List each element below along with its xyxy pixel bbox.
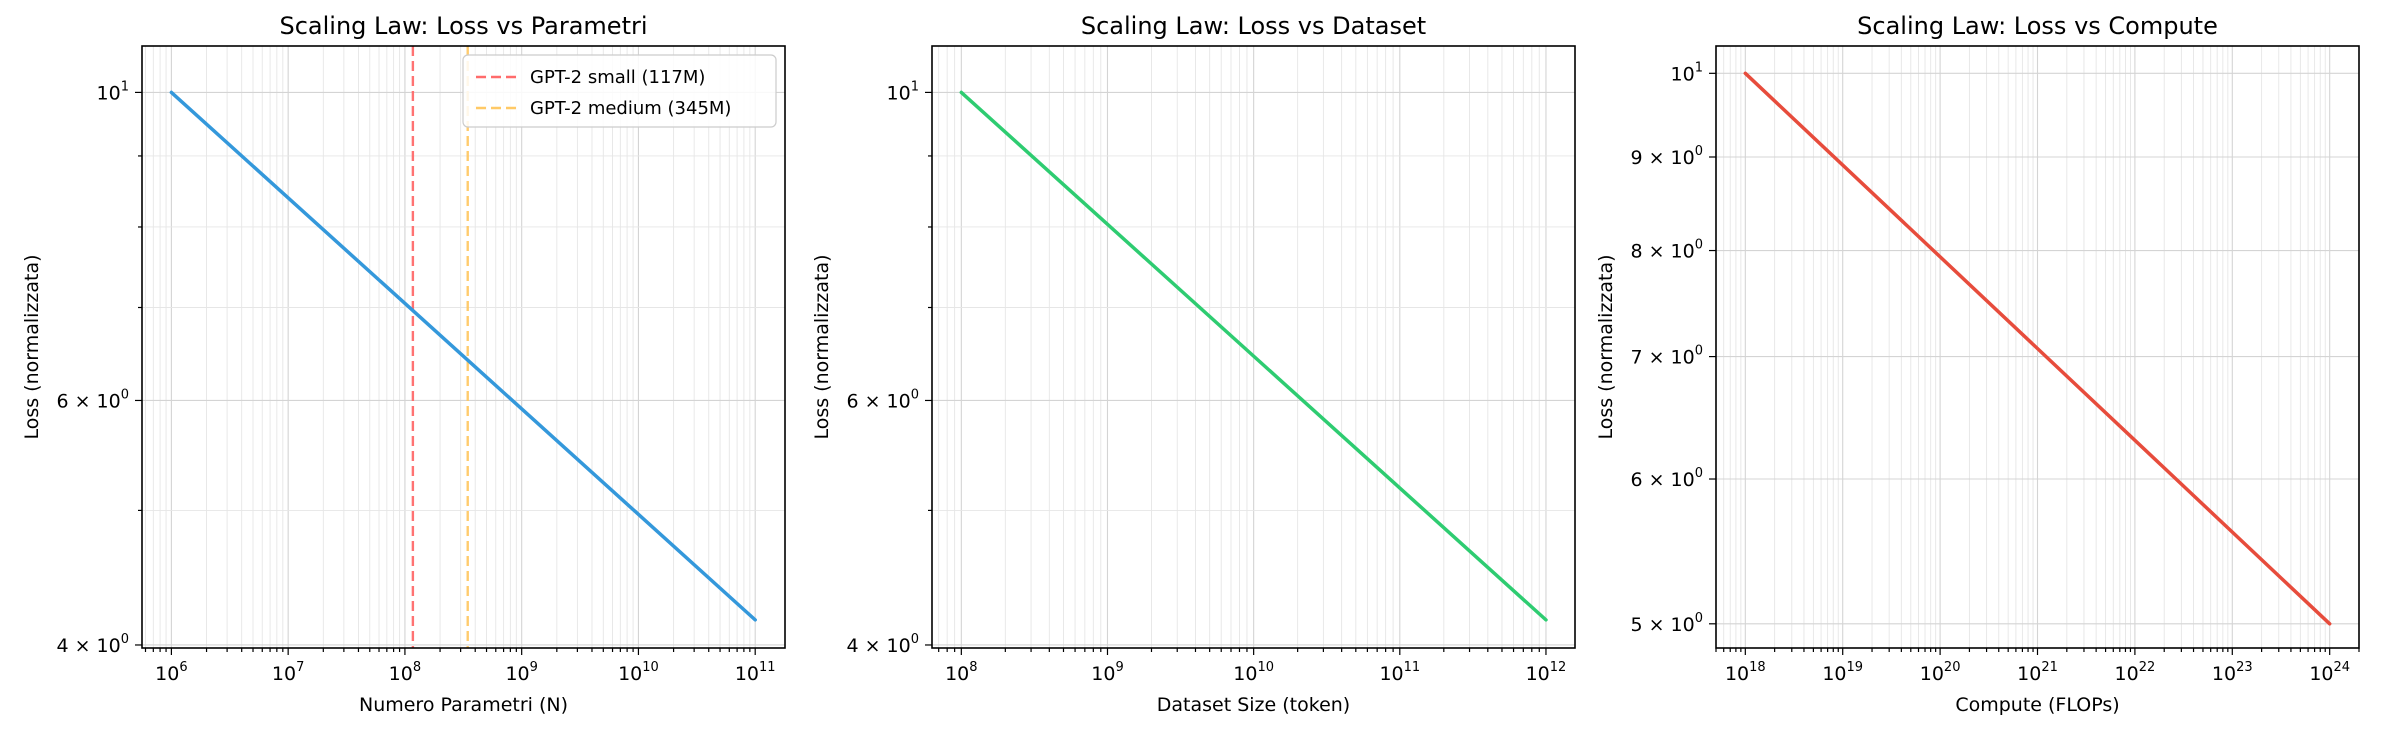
plot-frame: [931, 45, 1576, 649]
chart-title: Scaling Law: Loss vs Compute: [1857, 12, 2218, 40]
x-tick-label: 1022: [2115, 660, 2156, 685]
x-tick-label: 1021: [2017, 660, 2058, 685]
x-tick-label: 1012: [1526, 660, 1567, 685]
y-tick-label: 5 × 100: [1630, 611, 1703, 636]
y-tick-label: 101: [1671, 60, 1703, 85]
series-line-1: [169, 90, 757, 622]
x-tick-label: 1010: [618, 660, 659, 685]
y-axis-label: Loss (normalizzata): [1595, 254, 1617, 439]
x-tick-label: 1011: [735, 660, 776, 685]
legend-box: [462, 54, 777, 128]
x-tick-label: 1010: [1233, 660, 1274, 685]
chart-title: Scaling Law: Loss vs Parametri: [279, 12, 647, 40]
x-tick-label: 109: [1091, 660, 1123, 685]
chart-title: Scaling Law: Loss vs Dataset: [1081, 12, 1426, 40]
y-tick-label: 101: [887, 79, 919, 104]
series-line-1: [959, 90, 1548, 622]
x-tick-label: 106: [155, 660, 187, 685]
y-tick-label: 6 × 100: [56, 387, 129, 412]
x-tick-label: 1018: [1725, 660, 1766, 685]
x-tick-label: 108: [389, 660, 421, 685]
y-tick-label: 7 × 100: [1630, 344, 1703, 369]
x-tick-label: 109: [505, 660, 537, 685]
x-tick-label: 1023: [2212, 660, 2253, 685]
y-axis-label: Loss (normalizzata): [21, 254, 43, 439]
plot-frame: [141, 45, 786, 649]
x-axis-label: Compute (FLOPs): [1955, 694, 2119, 716]
legend-label-2: GPT-2 medium (345M): [530, 98, 731, 119]
x-axis-label: Dataset Size (token): [1157, 694, 1350, 716]
y-tick-label: 4 × 100: [846, 632, 919, 657]
legend: GPT-2 small (117M) GPT-2 medium (345M): [462, 54, 777, 128]
y-tick-label: 8 × 100: [1630, 238, 1703, 263]
y-tick-label: 101: [97, 79, 129, 104]
x-tick-label: 1011: [1379, 660, 1420, 685]
x-tick-label: 107: [272, 660, 304, 685]
y-tick-label: 6 × 100: [1630, 466, 1703, 491]
legend-label-1: GPT-2 small (117M): [530, 67, 705, 88]
y-tick-label: 4 × 100: [56, 632, 129, 657]
chart-panel-3: 1018 1019 1020 1021 1022 1023 1024 101 9 × 100 8 …: [1595, 12, 2360, 716]
x-tick-label: 108: [945, 660, 977, 685]
chart-panel-1: 106 107 108 109 1010 1011 101 6 × 100 4 × 100 Sca…: [21, 12, 786, 716]
y-tick-label: 6 × 100: [846, 387, 919, 412]
y-tick-label: 9 × 100: [1630, 144, 1703, 169]
x-tick-label: 1024: [2309, 660, 2350, 685]
chart-panel-2: 108 109 1010 1011 1012 101 6 × 100 4 × 100 Scali…: [811, 12, 1576, 716]
x-tick-label: 1019: [1822, 660, 1863, 685]
series-line-1: [1743, 71, 2332, 626]
plot-frame: [1715, 45, 2360, 649]
x-tick-label: 1020: [1920, 660, 1961, 685]
x-axis-label: Numero Parametri (N): [359, 694, 568, 716]
y-axis-label: Loss (normalizzata): [811, 254, 833, 439]
